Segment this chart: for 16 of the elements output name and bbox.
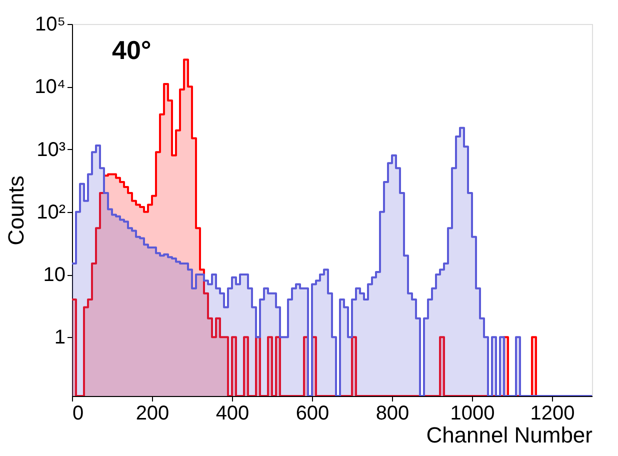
y-tick-label: 10⁴ — [34, 76, 66, 98]
x-tick-label: 200 — [136, 402, 170, 424]
y-tick-label: 10² — [36, 201, 66, 224]
x-tick-label: 800 — [376, 402, 410, 424]
x-tick-label: 1200 — [530, 402, 575, 424]
y-tick-label: 10 — [43, 264, 66, 286]
y-tick-label: 1 — [54, 326, 66, 349]
x-axis-title: Channel Number — [426, 422, 592, 448]
x-tick-label: 600 — [296, 402, 330, 424]
y-tick-label: 10⁵ — [34, 14, 66, 36]
y-tick-label: 10³ — [36, 138, 66, 161]
y-axis-title: Counts — [4, 176, 29, 246]
annotation: 40° — [112, 35, 152, 65]
x-tick-label: 1000 — [450, 402, 495, 424]
x-tick-label: 400 — [216, 402, 250, 424]
x-tick-label: 0 — [72, 402, 84, 424]
